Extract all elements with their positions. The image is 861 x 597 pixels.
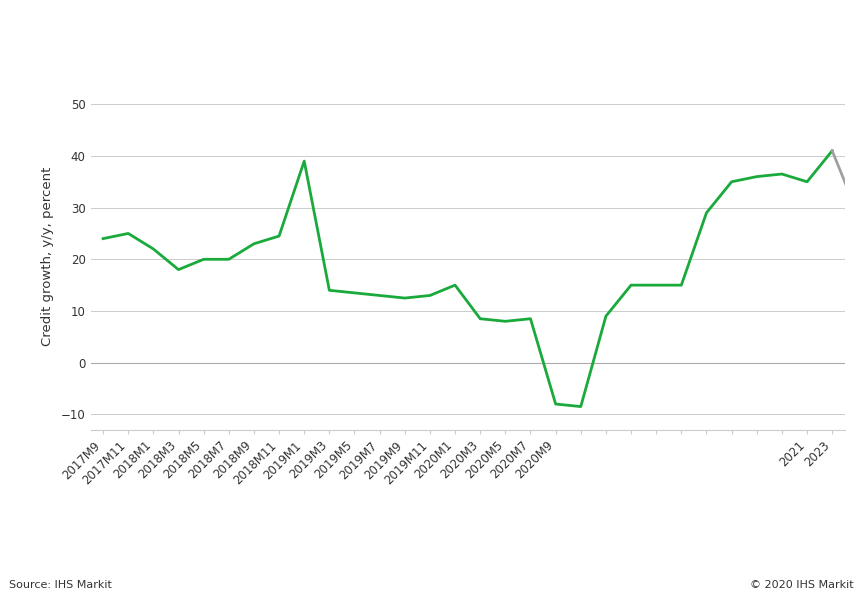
- Text: Source: IHS Markit: Source: IHS Markit: [9, 580, 111, 590]
- Y-axis label: Credit growth, y/y, percent: Credit growth, y/y, percent: [41, 167, 54, 346]
- Text: Credit growth in Turkey's banking sector is likely to slow in 2021: Credit growth in Turkey's banking sector…: [10, 23, 747, 42]
- Text: © 2020 IHS Markit: © 2020 IHS Markit: [749, 580, 852, 590]
